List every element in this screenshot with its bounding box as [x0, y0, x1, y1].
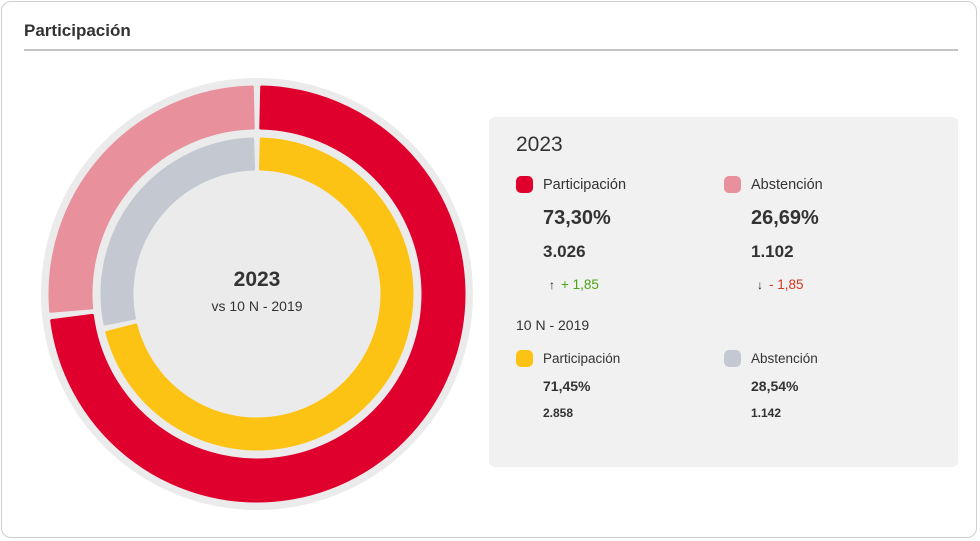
abstencion-2023-swatch [724, 176, 741, 193]
legend-panel: 2023 Participación 73,30% 3.026 ↑ + 1,85 … [489, 117, 958, 467]
participacion-2023-count: 3.026 [543, 242, 586, 261]
ring-2019-participacion-slice [105, 137, 414, 451]
abstencion-2023-percent: 26,69% [751, 207, 819, 229]
title-divider [24, 49, 958, 51]
ring-2023-participacion-slice [50, 85, 466, 503]
abstencion-delta-value: - 1,85 [769, 277, 804, 292]
participacion-2023-label: Participación [543, 177, 627, 193]
panel-year: 2023 [516, 133, 563, 156]
ring-2019-abstencion-slice [100, 137, 256, 326]
center-subtitle: vs 10 N - 2019 [211, 298, 303, 314]
participacion-2019-label: Participación [543, 351, 621, 366]
donut-chart [41, 78, 473, 510]
comparison-title: 10 N - 2019 [516, 317, 590, 333]
participacion-2023-swatch [516, 176, 533, 193]
abstencion-2023-label: Abstención [751, 177, 823, 193]
center-year: 2023 [233, 268, 281, 291]
participacion-2019-percent: 71,45% [543, 378, 591, 394]
participacion-delta-value: + 1,85 [561, 277, 599, 292]
participacion-2023-percent: 73,30% [543, 207, 611, 229]
arrow-up-icon: ↑ [549, 278, 555, 292]
arrow-down-icon: ↓ [757, 278, 763, 292]
abstencion-2019-count: 1.142 [751, 406, 782, 420]
abstencion-2019-percent: 28,54% [751, 378, 799, 394]
participacion-2019-count: 2.858 [543, 406, 574, 420]
abstencion-2023-count: 1.102 [751, 242, 794, 261]
participacion-2023-delta: ↑ + 1,85 [549, 277, 599, 292]
abstencion-2023-delta: ↓ - 1,85 [757, 277, 804, 292]
card-title: Participación [24, 21, 131, 40]
abstencion-2019-swatch [724, 350, 741, 367]
participacion-2019-swatch [516, 350, 533, 367]
ring-2023-abstencion-slice [48, 85, 255, 313]
abstencion-2019-label: Abstención [751, 351, 818, 366]
ring-2023 [48, 85, 466, 503]
ring-2019 [100, 137, 414, 451]
